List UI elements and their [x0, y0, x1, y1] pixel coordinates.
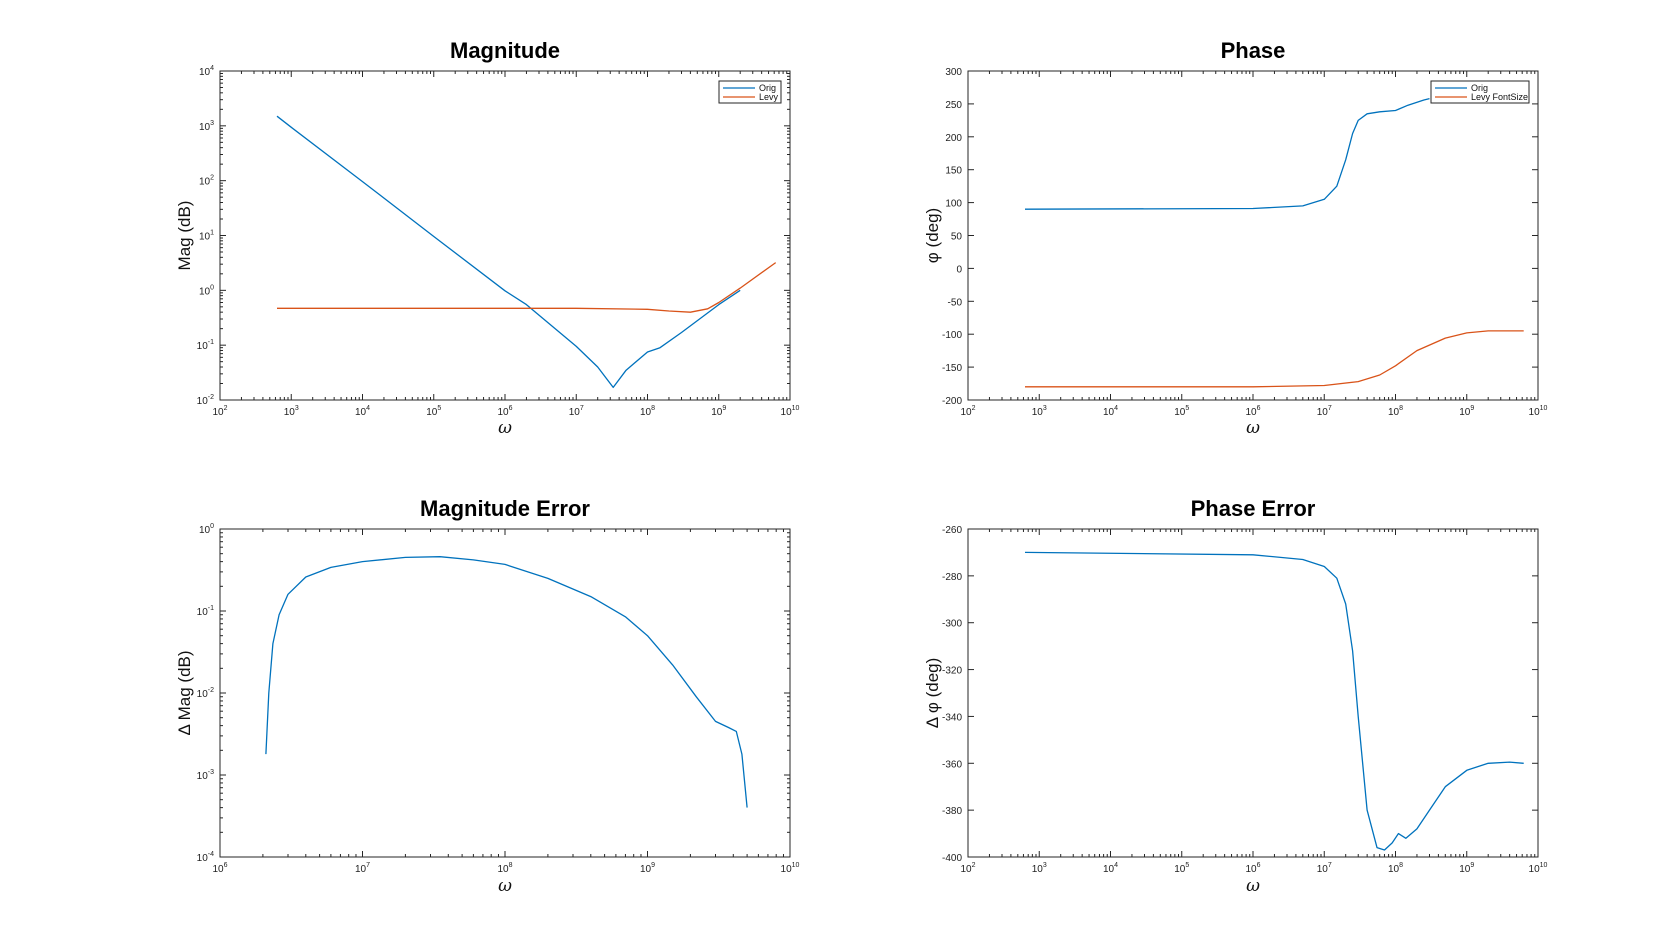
y-tick-label: 10-1	[197, 339, 214, 352]
plot-area	[219, 70, 791, 401]
chart-title: Magnitude Error	[420, 496, 590, 521]
y-tick-label: 10-2	[197, 394, 214, 407]
x-tick-label: 104	[1103, 405, 1118, 418]
y-axis-label: φ (deg)	[923, 208, 942, 263]
x-tick-label: 1010	[1529, 405, 1548, 418]
y-tick-label: 50	[951, 232, 963, 243]
x-tick-label: 1010	[781, 862, 800, 875]
y-tick-label: 100	[199, 523, 214, 536]
y-tick-label: -360	[942, 759, 962, 770]
x-axis-label: ω	[498, 418, 512, 438]
panel-magnitude-error: 106 107 108 109 1010 10-4 10-3 10-2 10-1 100 Magni…	[175, 496, 800, 896]
y-tick-label: 101	[199, 230, 214, 243]
x-tick-label: 104	[355, 405, 370, 418]
x-tick-label: 102	[960, 405, 975, 418]
legend-label: Levy	[759, 92, 779, 102]
y-axis-label: Δ φ (deg)	[923, 658, 942, 729]
y-tick-label: -380	[942, 806, 962, 817]
plot-area	[967, 528, 1539, 858]
y-tick-label: 10-1	[197, 605, 214, 618]
x-tick-label: 107	[355, 862, 370, 875]
y-tick-label: -300	[942, 619, 962, 630]
x-tick-label: 103	[1032, 862, 1047, 875]
y-tick-label: 300	[945, 67, 962, 78]
x-tick-label: 103	[1032, 405, 1047, 418]
x-tick-label: 105	[1174, 862, 1189, 875]
x-axis-label: ω	[1246, 876, 1260, 896]
y-tick-label: 0	[956, 264, 962, 275]
panel-phase-error: 102 103 104 105 106 107 108 109 1010 -400 -380 -360…	[923, 496, 1548, 896]
x-axis-label: ω	[1246, 418, 1260, 438]
y-tick-label: 150	[945, 166, 962, 177]
y-tick-label: 200	[945, 133, 962, 144]
x-tick-label: 109	[711, 405, 726, 418]
x-tick-label: 1010	[1529, 862, 1548, 875]
x-tick-label: 105	[1174, 405, 1189, 418]
x-tick-label: 103	[284, 405, 299, 418]
x-tick-label: 107	[1317, 405, 1332, 418]
series-line-orig	[276, 115, 741, 389]
y-tick-label: 102	[199, 175, 214, 188]
y-tick-label: -100	[942, 330, 962, 341]
x-tick-label: 106	[1245, 862, 1260, 875]
series-line-0	[265, 556, 748, 808]
x-tick-label: 109	[1459, 862, 1474, 875]
x-tick-label: 104	[1103, 862, 1118, 875]
x-tick-label: 107	[569, 405, 584, 418]
y-tick-label: 100	[199, 284, 214, 297]
y-tick-label: -280	[942, 572, 962, 583]
chart-title: Magnitude	[450, 38, 560, 63]
y-axis-label: Mag (dB)	[175, 201, 194, 271]
x-tick-label: 109	[640, 862, 655, 875]
y-tick-label: -400	[942, 853, 962, 864]
x-tick-label: 108	[1388, 862, 1403, 875]
series-line-levy	[277, 262, 777, 313]
plot-area	[967, 70, 1539, 401]
legend-label: Orig	[1471, 83, 1488, 93]
y-tick-label: -340	[942, 712, 962, 723]
x-tick-label: 106	[497, 405, 512, 418]
legend-label: Orig	[759, 83, 776, 93]
x-tick-label: 1010	[781, 405, 800, 418]
y-tick-label: -260	[942, 525, 962, 536]
panel-magnitude: 102 103 104 105 106 107 108 109 1010 10-2 10-1 100 1…	[175, 38, 800, 438]
y-tick-label: 10-3	[197, 769, 214, 782]
y-tick-label: 100	[945, 199, 962, 210]
x-tick-label: 108	[1388, 405, 1403, 418]
panel-phase: 102 103 104 105 106 107 108 109 1010 -200 -150 -100…	[923, 38, 1548, 438]
x-tick-label: 106	[1245, 405, 1260, 418]
legend-label: Levy FontSize	[1471, 92, 1528, 102]
y-tick-label: 103	[199, 120, 214, 133]
x-tick-label: 108	[497, 862, 512, 875]
series-line-levy-fontsize	[1025, 330, 1524, 388]
y-tick-label: 250	[945, 100, 962, 111]
y-tick-label: 104	[199, 65, 214, 78]
x-tick-label: 105	[426, 405, 441, 418]
x-tick-label: 109	[1459, 405, 1474, 418]
y-tick-label: -50	[948, 297, 963, 308]
chart-title: Phase Error	[1191, 496, 1316, 521]
x-tick-label: 102	[960, 862, 975, 875]
x-tick-label: 107	[1317, 862, 1332, 875]
x-axis-label: ω	[498, 876, 512, 896]
y-tick-label: -150	[942, 363, 962, 374]
x-tick-label: 108	[640, 405, 655, 418]
series-line-orig	[1024, 97, 1430, 210]
series-line-0	[1024, 551, 1524, 851]
y-tick-label: 10-4	[197, 851, 214, 864]
y-tick-label: -200	[942, 396, 962, 407]
y-axis-label: Δ Mag (dB)	[175, 650, 194, 735]
chart-title: Phase	[1221, 38, 1286, 63]
plot-area	[219, 528, 791, 858]
y-tick-label: 10-2	[197, 687, 214, 700]
x-tick-label: 102	[212, 405, 227, 418]
y-tick-label: -320	[942, 666, 962, 677]
x-tick-label: 106	[212, 862, 227, 875]
